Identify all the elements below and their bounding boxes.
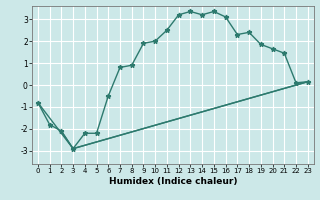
X-axis label: Humidex (Indice chaleur): Humidex (Indice chaleur): [108, 177, 237, 186]
